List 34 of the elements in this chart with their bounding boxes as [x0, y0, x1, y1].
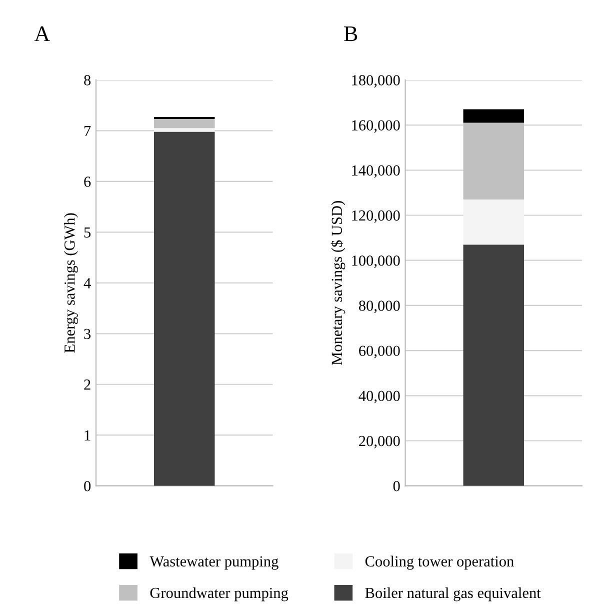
y-tick-label: 7	[84, 126, 91, 136]
y-tick-label: 5	[84, 227, 91, 238]
y-tick-label: 60,000	[359, 346, 400, 358]
bar	[463, 199, 524, 245]
y-tick-label: 4	[84, 278, 91, 288]
bar	[463, 122, 524, 200]
y-tick-label: 100,000	[352, 255, 400, 268]
y-tick-label: 140,000	[352, 165, 400, 178]
y-tick-label: 2	[84, 380, 90, 390]
y-tick-label: 40,000	[358, 390, 400, 404]
y-tick-label: 160,000	[352, 120, 400, 133]
bar	[463, 244, 524, 486]
bar	[463, 109, 524, 123]
bar	[154, 119, 215, 128]
y-tick-label: 0	[393, 480, 400, 492]
y-axis-title: Monetary savings ($ USD)	[330, 201, 346, 365]
chart-title: B	[344, 26, 358, 42]
legend-label: Groundwater pumping	[150, 587, 288, 602]
bar	[154, 116, 215, 120]
bar	[154, 128, 215, 132]
y-tick-label: 8	[84, 75, 91, 86]
chart-title: A	[34, 26, 50, 42]
y-tick-label: 180,000	[352, 75, 400, 88]
legend-label: Wastewater pumping	[150, 556, 278, 570]
y-tick-label: 20,000	[359, 436, 400, 448]
y-tick-label: 0	[84, 480, 91, 492]
y-axis-title: Energy savings (GWh)	[64, 213, 78, 353]
legend-label: Cooling tower operation	[365, 556, 514, 570]
legend-label: Boiler natural gas equivalent	[365, 587, 541, 602]
y-tick-label: 3	[84, 328, 91, 340]
y-tick-label: 120,000	[352, 210, 400, 223]
y-tick-label: 80,000	[358, 300, 400, 314]
y-tick-label: 6	[84, 176, 91, 187]
y-tick-label: 1	[84, 430, 90, 440]
